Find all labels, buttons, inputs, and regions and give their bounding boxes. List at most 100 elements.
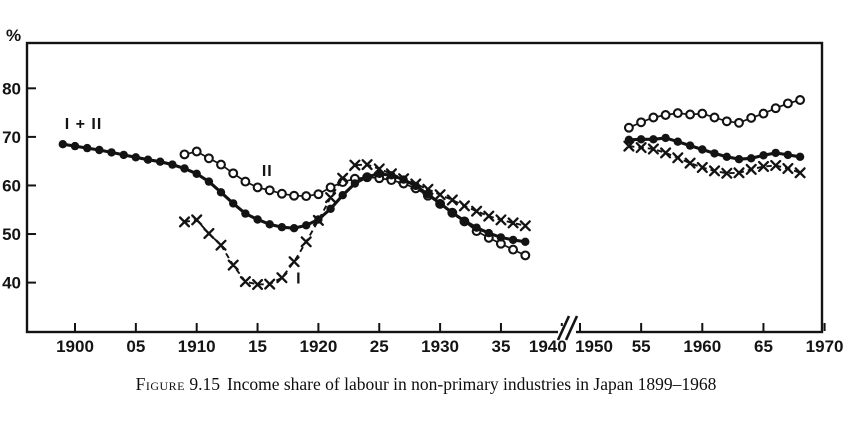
open-circle-marker-icon [252,182,263,193]
open-circle-marker-icon [313,189,324,200]
filled-circle-marker-icon [204,177,214,186]
series-i-ii: I + II [58,116,805,246]
open-circle-marker-icon [301,191,312,202]
series-markers-i-ii [624,133,805,164]
y-axis-unit-label: % [6,26,21,45]
x-tick-label: 1930 [421,337,459,356]
open-circle-marker-icon [228,168,239,179]
filled-circle-marker-icon [685,141,695,150]
y-tick-label: 50 [2,225,21,244]
filled-circle-marker-icon [58,140,67,149]
series-markers-i [178,159,531,291]
x-marker-icon [623,140,806,179]
filled-circle-marker-icon [241,209,250,218]
filled-circle-marker-icon [795,152,805,161]
x-tick-label: 05 [126,337,145,356]
filled-circle-marker-icon [83,143,92,153]
open-circle-marker-icon [216,159,226,170]
x-marker-icon [178,159,531,291]
filled-circle-marker-icon [734,155,744,164]
axis-break-slash [564,315,579,341]
filled-circle-marker-icon [484,228,493,238]
series-label-i: I [296,271,301,288]
open-circle-marker-icon [203,153,214,164]
open-circle-marker-icon [179,149,190,160]
filled-circle-marker-icon [636,135,646,144]
x-axis-break-icon [556,315,579,341]
filled-circle-marker-icon [759,151,768,160]
open-circle-marker-icon [191,146,202,157]
series-label-ii: II [262,163,273,180]
filled-circle-marker-icon [216,188,226,197]
open-circle-marker-icon [721,116,732,127]
filled-circle-marker-icon [338,191,347,200]
x-tick-label: 65 [754,337,773,356]
filled-circle-marker-icon [168,160,177,169]
filled-circle-marker-icon [143,155,153,164]
filled-circle-marker-icon [460,216,469,226]
filled-circle-marker-icon [771,148,780,158]
figure-caption: Figure 9.15 Income share of labour in non… [0,374,852,395]
series-markers-i-ii [58,140,530,246]
filled-circle-marker-icon [265,220,274,229]
filled-circle-marker-icon [229,199,238,208]
series-markers-ii [623,95,806,133]
y-tick-label: 80 [2,79,21,98]
x-tick-label: 55 [632,337,651,356]
series-ii: II [179,95,806,261]
x-axis: 1900 05 1910 15 1920 25 1930 35 1940 1950 55 1960 65… [56,323,844,356]
open-circle-marker-icon [648,112,659,123]
caption-title: Income share of labour in non-primary in… [227,374,717,394]
filled-circle-marker-icon [661,133,670,143]
axis-break-slash [556,315,571,341]
filled-circle-marker-icon [302,221,311,230]
filled-circle-marker-icon [107,148,116,157]
open-circle-marker-icon [636,117,647,128]
open-circle-marker-icon [508,244,519,255]
filled-circle-marker-icon [747,154,756,163]
x-tick-label: 1960 [683,337,721,356]
open-circle-marker-icon [325,182,336,193]
x-tick-label: 15 [248,337,267,356]
filled-circle-marker-icon [277,223,287,232]
filled-circle-marker-icon [180,164,189,173]
filled-circle-marker-icon [362,172,372,181]
open-circle-marker-icon [746,112,757,123]
y-tick-label: 40 [2,274,21,293]
open-circle-marker-icon [709,112,720,123]
filled-circle-marker-icon [131,153,140,162]
open-circle-marker-icon [289,190,300,201]
filled-circle-marker-icon [448,208,457,217]
open-circle-marker-icon [240,176,251,187]
filled-circle-marker-icon [521,237,530,246]
filled-circle-marker-icon [95,145,104,155]
filled-circle-marker-icon [350,179,360,188]
open-circle-marker-icon [685,109,696,120]
open-circle-marker-icon [660,110,671,120]
x-tick-label: 35 [491,337,510,356]
caption-figure-word: Figure [135,374,185,394]
figure-9-15: 40 50 60 70 80% 1900 05 1910 15 1920 25 1930 35 1940 1… [2,26,844,394]
open-circle-marker-icon [520,250,531,261]
open-circle-marker-icon [770,103,781,114]
filled-circle-marker-icon [70,141,80,151]
open-circle-marker-icon [276,188,287,199]
filled-circle-marker-icon [673,137,682,146]
y-tick-label: 70 [2,128,21,147]
filled-circle-marker-icon [435,199,445,208]
open-circle-marker-icon [672,108,683,119]
x-tick-label: 1900 [56,337,94,356]
filled-circle-marker-icon [192,169,201,178]
x-tick-label: 25 [370,337,389,356]
x-tick-label: 1970 [806,337,844,356]
caption-figure-number: 9.15 [189,374,220,394]
open-circle-marker-icon [758,108,769,119]
open-circle-marker-icon [782,98,793,109]
filled-circle-marker-icon [496,233,506,242]
open-circle-marker-icon [734,117,744,128]
filled-circle-marker-icon [783,150,793,160]
filled-circle-marker-icon [624,135,634,144]
filled-circle-marker-icon [472,223,481,232]
y-axis: 40 50 60 70 80% [2,26,36,293]
